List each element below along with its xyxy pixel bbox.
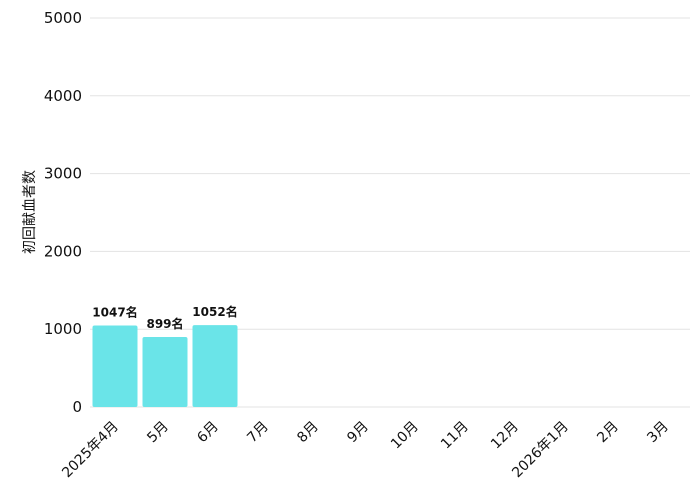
x-tick-label: 7月: [244, 419, 272, 447]
x-tick-label: 9月: [344, 419, 372, 447]
bar: [142, 337, 188, 407]
x-tick-label: 11月: [438, 419, 472, 453]
data-label: 899名: [146, 316, 183, 331]
y-tick-label: 2000: [44, 242, 82, 260]
y-axis-label: 初回献血者数: [21, 170, 38, 254]
x-tick-label: 3月: [644, 419, 672, 447]
gridlines: [90, 17, 690, 408]
x-tick-label: 12月: [488, 419, 522, 453]
x-tick-label: 5月: [144, 419, 172, 447]
y-tick-label: 4000: [44, 87, 82, 105]
data-labels: 1047名 899名 1052名: [92, 304, 237, 331]
x-tick-label: 6月: [194, 419, 222, 447]
bar: [192, 325, 238, 407]
x-tick-label: 2025年4月: [59, 419, 122, 482]
bar: [92, 325, 138, 407]
x-tick-label: 10月: [388, 419, 422, 453]
data-label: 1052名: [192, 304, 237, 319]
data-label: 1047名: [92, 305, 137, 320]
y-tick-label: 1000: [44, 320, 82, 338]
y-tick-label: 0: [72, 398, 82, 416]
x-tick-label: 2月: [594, 419, 622, 447]
x-tick-label: 8月: [294, 419, 322, 447]
y-tick-label: 5000: [44, 9, 82, 27]
bars: [92, 325, 238, 407]
y-axis-ticks: 0 1000 2000 3000 4000 5000: [44, 9, 82, 416]
y-tick-label: 3000: [44, 165, 82, 183]
